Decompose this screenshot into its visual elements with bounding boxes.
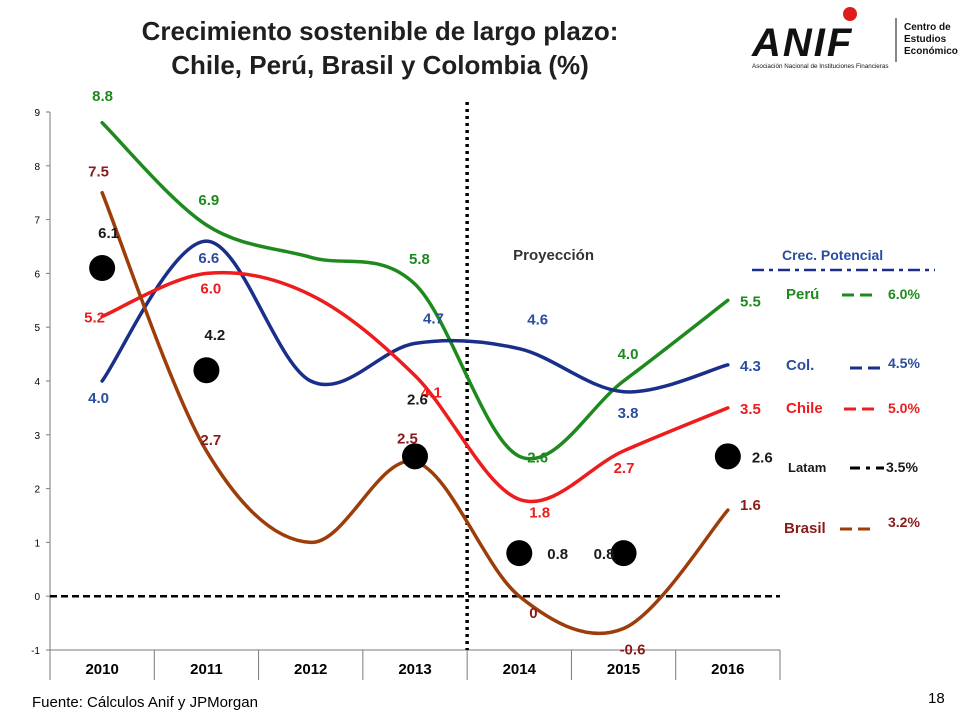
legend-title: Crec. Potencial	[782, 247, 883, 263]
page-number: 18	[928, 690, 945, 707]
logo-side-line2: Estudios	[904, 34, 947, 45]
data-label-brasil: 1.6	[740, 497, 761, 514]
latam-marker	[89, 255, 116, 282]
logo-side-line3: Económicos	[904, 46, 958, 57]
data-label-latam: 0.8	[594, 546, 615, 563]
data-label-chile: 4.1	[421, 385, 442, 402]
latam-marker	[506, 540, 533, 567]
data-label-peru: 6.9	[198, 192, 219, 209]
growth-line-chart: 9 8 7 6 5 4 3 2 1 0 -1 2010 2011 2012 2013 2014 2015 2016…	[31, 88, 935, 680]
data-label-latam: 4.2	[204, 327, 225, 344]
y-tick-label: 2	[34, 485, 40, 496]
legend-value-brasil: 3.2%	[888, 514, 920, 530]
legend-name-latam: Latam	[788, 460, 826, 475]
series-line-colombia	[100, 239, 730, 394]
data-label-colombia: 4.7	[423, 310, 444, 327]
data-label-peru: 8.8	[92, 88, 113, 105]
y-tick-label: -1	[31, 646, 40, 657]
data-label-brasil: 2.5	[397, 431, 418, 448]
data-label-peru: 5.5	[740, 293, 761, 310]
latam-marker	[714, 443, 741, 470]
legend-value-peru: 6.0%	[888, 286, 920, 302]
latam-marker	[193, 357, 220, 384]
data-label-latam: 6.1	[98, 225, 119, 242]
x-tick-label: 2016	[711, 661, 744, 678]
data-label-chile: 2.7	[614, 460, 635, 477]
y-tick-label: 8	[34, 162, 40, 173]
legend-name-colombia: Col.	[786, 357, 814, 374]
data-label-colombia: 4.0	[88, 390, 109, 407]
y-tick-label: 4	[34, 377, 40, 388]
data-label-chile: 1.8	[529, 504, 550, 521]
logo-side-line1: Centro de	[904, 22, 951, 33]
data-label-peru: 5.8	[409, 251, 430, 268]
data-label-brasil: 7.5	[88, 164, 109, 181]
latam-marker	[402, 443, 428, 470]
legend-value-colombia: 4.5%	[888, 355, 920, 371]
data-label-latam: 0.8	[547, 546, 568, 563]
y-tick-label: 3	[34, 431, 40, 442]
chart-title-line2: Chile, Perú, Brasil y Colombia (%)	[171, 50, 589, 80]
x-tick-label: 2010	[85, 661, 118, 678]
data-label-peru: 4.0	[618, 346, 639, 363]
data-label-latam: 2.6	[752, 449, 773, 466]
data-label-chile: 6.0	[200, 280, 221, 297]
data-label-chile: 3.5	[740, 401, 761, 418]
y-tick-label: 9	[34, 108, 40, 119]
series-line-peru	[100, 121, 730, 461]
legend-name-brasil: Brasil	[784, 520, 826, 537]
y-tick-label: 5	[34, 323, 40, 334]
data-label-peru: 2.6	[527, 449, 548, 466]
data-label-colombia: 3.8	[618, 405, 639, 422]
x-tick-label: 2011	[190, 661, 223, 678]
x-tick-label: 2015	[607, 661, 640, 678]
data-label-colombia: 4.6	[527, 312, 548, 329]
legend-name-chile: Chile	[786, 400, 823, 417]
x-tick-label: 2013	[398, 661, 431, 678]
chart-title-line1: Crecimiento sostenible de largo plazo:	[141, 16, 619, 46]
y-tick-label: 6	[34, 269, 40, 280]
anif-logo: ANIF Asociación Nacional de Institucione…	[751, 7, 958, 70]
latam-marker	[610, 540, 637, 567]
data-label-colombia: 4.3	[740, 358, 761, 375]
x-tick-label: 2012	[294, 661, 327, 678]
data-label-colombia: 6.6	[198, 250, 219, 267]
projection-label: Proyección	[513, 247, 594, 264]
y-tick-label: 7	[34, 216, 40, 227]
data-label-latam: 2.6	[407, 391, 428, 408]
data-label-brasil: -0.6	[620, 641, 646, 658]
source-note: Fuente: Cálculos Anif y JPMorgan	[32, 694, 258, 711]
legend-name-peru: Perú	[786, 286, 819, 303]
y-tick-label: 0	[34, 592, 40, 603]
x-tick-label: 2014	[503, 661, 537, 678]
y-tick-label: 1	[34, 538, 40, 549]
legend-value-chile: 5.0%	[888, 400, 920, 416]
series-line-chile	[100, 270, 730, 504]
logo-tagline: Asociación Nacional de Instituciones Fin…	[752, 63, 889, 70]
data-label-brasil: 0	[529, 605, 537, 622]
legend-value-latam: 3.5%	[886, 459, 918, 475]
logo-wordmark: ANIF	[751, 21, 853, 65]
logo-red-dot	[843, 7, 857, 21]
data-label-chile: 5.2	[84, 309, 105, 326]
data-label-brasil: 2.7	[200, 432, 221, 449]
chart-title: Crecimiento sostenible de largo plazo: C…	[70, 14, 690, 82]
